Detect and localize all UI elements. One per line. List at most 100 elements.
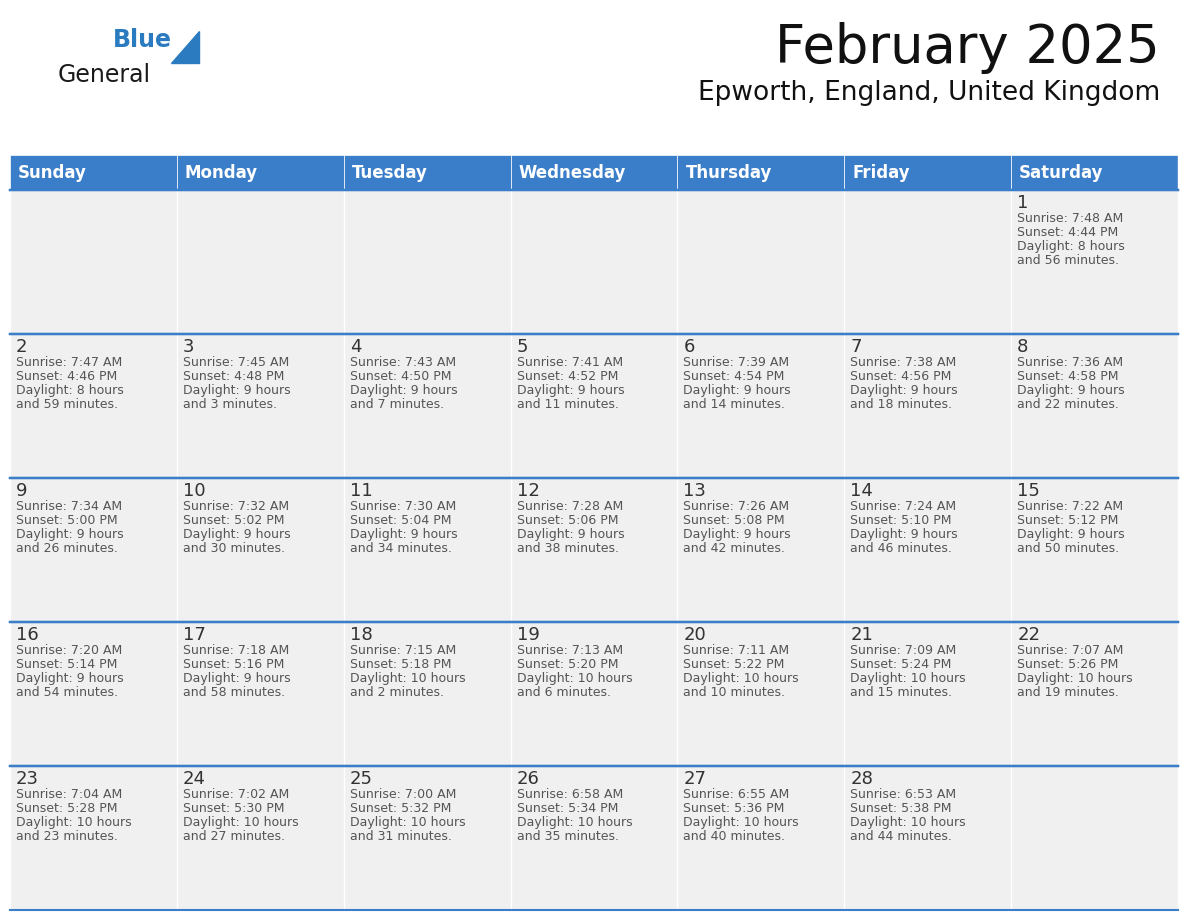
Text: 3: 3 [183, 338, 195, 356]
Text: and 35 minutes.: and 35 minutes. [517, 830, 619, 843]
Text: Sunrise: 7:09 AM: Sunrise: 7:09 AM [851, 644, 956, 657]
Text: Sunset: 4:44 PM: Sunset: 4:44 PM [1017, 226, 1118, 239]
Bar [1011, 155, 1178, 190]
Text: Sunset: 5:36 PM: Sunset: 5:36 PM [683, 802, 785, 815]
Text: 25: 25 [349, 770, 373, 788]
Bar [343, 766, 511, 910]
Text: Daylight: 10 hours: Daylight: 10 hours [851, 816, 966, 829]
Text: Sunset: 5:20 PM: Sunset: 5:20 PM [517, 658, 618, 671]
Text: Sunrise: 7:13 AM: Sunrise: 7:13 AM [517, 644, 623, 657]
Bar [845, 334, 1011, 478]
Text: Daylight: 9 hours: Daylight: 9 hours [851, 384, 958, 397]
Text: Sunrise: 7:26 AM: Sunrise: 7:26 AM [683, 500, 790, 513]
Bar [343, 155, 511, 190]
Bar [177, 622, 343, 766]
Text: Daylight: 9 hours: Daylight: 9 hours [517, 384, 624, 397]
Text: Daylight: 10 hours: Daylight: 10 hours [851, 672, 966, 685]
Text: and 31 minutes.: and 31 minutes. [349, 830, 451, 843]
Text: Sunset: 5:10 PM: Sunset: 5:10 PM [851, 514, 952, 527]
Text: Sunset: 5:38 PM: Sunset: 5:38 PM [851, 802, 952, 815]
Text: Sunset: 4:56 PM: Sunset: 4:56 PM [851, 370, 952, 383]
Bar [177, 478, 343, 622]
Text: Sunday: Sunday [18, 163, 87, 182]
Text: Sunset: 5:26 PM: Sunset: 5:26 PM [1017, 658, 1119, 671]
Text: Daylight: 9 hours: Daylight: 9 hours [349, 528, 457, 541]
Bar [845, 622, 1011, 766]
Text: Daylight: 10 hours: Daylight: 10 hours [349, 816, 466, 829]
Bar [677, 622, 845, 766]
Text: Sunrise: 7:30 AM: Sunrise: 7:30 AM [349, 500, 456, 513]
Text: Sunrise: 7:18 AM: Sunrise: 7:18 AM [183, 644, 289, 657]
Text: 7: 7 [851, 338, 861, 356]
Text: Sunset: 4:50 PM: Sunset: 4:50 PM [349, 370, 451, 383]
Bar [10, 190, 177, 334]
Text: Blue: Blue [113, 28, 172, 52]
Text: Sunrise: 7:48 AM: Sunrise: 7:48 AM [1017, 212, 1124, 225]
Text: Monday: Monday [185, 163, 258, 182]
Text: 21: 21 [851, 626, 873, 644]
Text: Sunset: 5:04 PM: Sunset: 5:04 PM [349, 514, 451, 527]
Text: Daylight: 9 hours: Daylight: 9 hours [1017, 528, 1125, 541]
Text: and 30 minutes.: and 30 minutes. [183, 542, 285, 555]
Text: Sunset: 5:12 PM: Sunset: 5:12 PM [1017, 514, 1119, 527]
Text: Daylight: 9 hours: Daylight: 9 hours [183, 672, 291, 685]
Text: Sunrise: 7:28 AM: Sunrise: 7:28 AM [517, 500, 623, 513]
Text: Sunset: 4:46 PM: Sunset: 4:46 PM [15, 370, 118, 383]
Text: and 27 minutes.: and 27 minutes. [183, 830, 285, 843]
Text: Daylight: 9 hours: Daylight: 9 hours [15, 528, 124, 541]
Text: 28: 28 [851, 770, 873, 788]
Text: Daylight: 9 hours: Daylight: 9 hours [15, 672, 124, 685]
Text: Daylight: 9 hours: Daylight: 9 hours [1017, 384, 1125, 397]
Text: 26: 26 [517, 770, 539, 788]
Bar [845, 766, 1011, 910]
Bar [845, 190, 1011, 334]
Text: Sunset: 5:06 PM: Sunset: 5:06 PM [517, 514, 618, 527]
Text: Sunset: 5:18 PM: Sunset: 5:18 PM [349, 658, 451, 671]
Bar [1011, 766, 1178, 910]
Text: Daylight: 10 hours: Daylight: 10 hours [349, 672, 466, 685]
Text: Thursday: Thursday [685, 163, 772, 182]
Text: Sunrise: 6:53 AM: Sunrise: 6:53 AM [851, 788, 956, 801]
Bar [1011, 190, 1178, 334]
Text: Sunset: 5:08 PM: Sunset: 5:08 PM [683, 514, 785, 527]
Text: Sunrise: 7:41 AM: Sunrise: 7:41 AM [517, 356, 623, 369]
Text: Sunrise: 7:00 AM: Sunrise: 7:00 AM [349, 788, 456, 801]
Text: Sunrise: 7:43 AM: Sunrise: 7:43 AM [349, 356, 456, 369]
Text: Saturday: Saturday [1019, 163, 1104, 182]
Bar [511, 155, 677, 190]
Bar [10, 478, 177, 622]
Text: Sunrise: 6:55 AM: Sunrise: 6:55 AM [683, 788, 790, 801]
Text: Sunrise: 7:20 AM: Sunrise: 7:20 AM [15, 644, 122, 657]
Text: and 19 minutes.: and 19 minutes. [1017, 686, 1119, 699]
Text: 24: 24 [183, 770, 206, 788]
Text: Sunrise: 7:24 AM: Sunrise: 7:24 AM [851, 500, 956, 513]
Text: Sunset: 5:32 PM: Sunset: 5:32 PM [349, 802, 451, 815]
Text: Sunset: 4:52 PM: Sunset: 4:52 PM [517, 370, 618, 383]
Text: 22: 22 [1017, 626, 1041, 644]
Bar [343, 478, 511, 622]
Text: Tuesday: Tuesday [352, 163, 428, 182]
Bar [511, 190, 677, 334]
Text: Wednesday: Wednesday [519, 163, 626, 182]
Text: 2: 2 [15, 338, 27, 356]
Text: Sunset: 5:16 PM: Sunset: 5:16 PM [183, 658, 284, 671]
Text: Daylight: 9 hours: Daylight: 9 hours [183, 384, 291, 397]
Bar [1011, 334, 1178, 478]
Bar [511, 334, 677, 478]
Text: Daylight: 10 hours: Daylight: 10 hours [1017, 672, 1133, 685]
Text: Daylight: 10 hours: Daylight: 10 hours [517, 816, 632, 829]
Text: and 42 minutes.: and 42 minutes. [683, 542, 785, 555]
Text: Daylight: 9 hours: Daylight: 9 hours [517, 528, 624, 541]
Text: Sunrise: 7:07 AM: Sunrise: 7:07 AM [1017, 644, 1124, 657]
Text: Daylight: 9 hours: Daylight: 9 hours [183, 528, 291, 541]
Text: Sunrise: 7:38 AM: Sunrise: 7:38 AM [851, 356, 956, 369]
Text: 1: 1 [1017, 194, 1029, 212]
Text: Sunset: 5:22 PM: Sunset: 5:22 PM [683, 658, 785, 671]
Text: Sunrise: 7:47 AM: Sunrise: 7:47 AM [15, 356, 122, 369]
Text: Daylight: 10 hours: Daylight: 10 hours [683, 816, 800, 829]
Text: and 50 minutes.: and 50 minutes. [1017, 542, 1119, 555]
Text: and 59 minutes.: and 59 minutes. [15, 398, 118, 411]
Text: 17: 17 [183, 626, 206, 644]
Text: 19: 19 [517, 626, 539, 644]
Text: Sunrise: 7:02 AM: Sunrise: 7:02 AM [183, 788, 289, 801]
